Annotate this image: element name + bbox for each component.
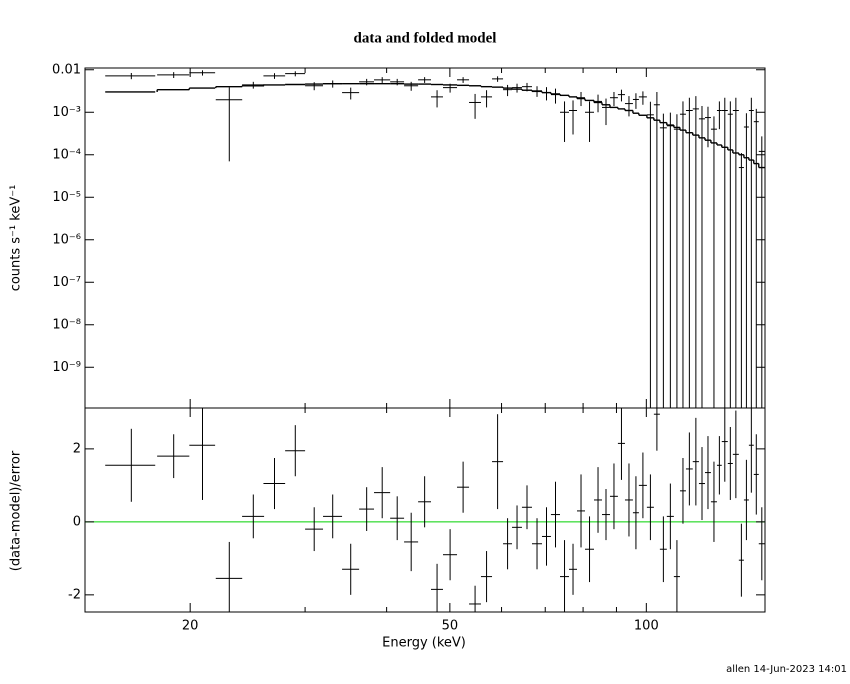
y-tick-label: 0.01 <box>52 62 81 77</box>
plot-area <box>105 70 765 408</box>
x-tick-label: 100 <box>634 619 659 634</box>
y-tick-label: 0 <box>73 514 81 529</box>
y-axis-label: counts s⁻¹ keV⁻¹ <box>9 185 24 292</box>
y-tick-label: -2 <box>68 587 81 602</box>
y-tick-label: 10⁻³ <box>52 105 81 120</box>
footer: allen 14-Jun-2023 14:01 <box>726 664 847 675</box>
y-tick-label: 10⁻⁶ <box>52 232 81 247</box>
chart-title: data and folded model <box>354 30 497 46</box>
y-tick-label: 10⁻⁹ <box>52 360 81 375</box>
y-tick-label: 2 <box>73 441 81 456</box>
y-tick-label: 10⁻⁵ <box>52 190 81 205</box>
x-tick-label: 50 <box>442 619 459 634</box>
y-tick-label: 10⁻⁸ <box>52 317 81 332</box>
x-axis-label: Energy (keV) <box>382 636 466 651</box>
y-axis-label: (data-model)/error <box>9 450 24 571</box>
plot-area <box>85 408 765 612</box>
x-tick-label: 20 <box>182 619 199 634</box>
y-tick-label: 10⁻⁴ <box>52 147 81 162</box>
y-tick-label: 10⁻⁷ <box>52 275 81 290</box>
panel-frame <box>84 407 766 613</box>
